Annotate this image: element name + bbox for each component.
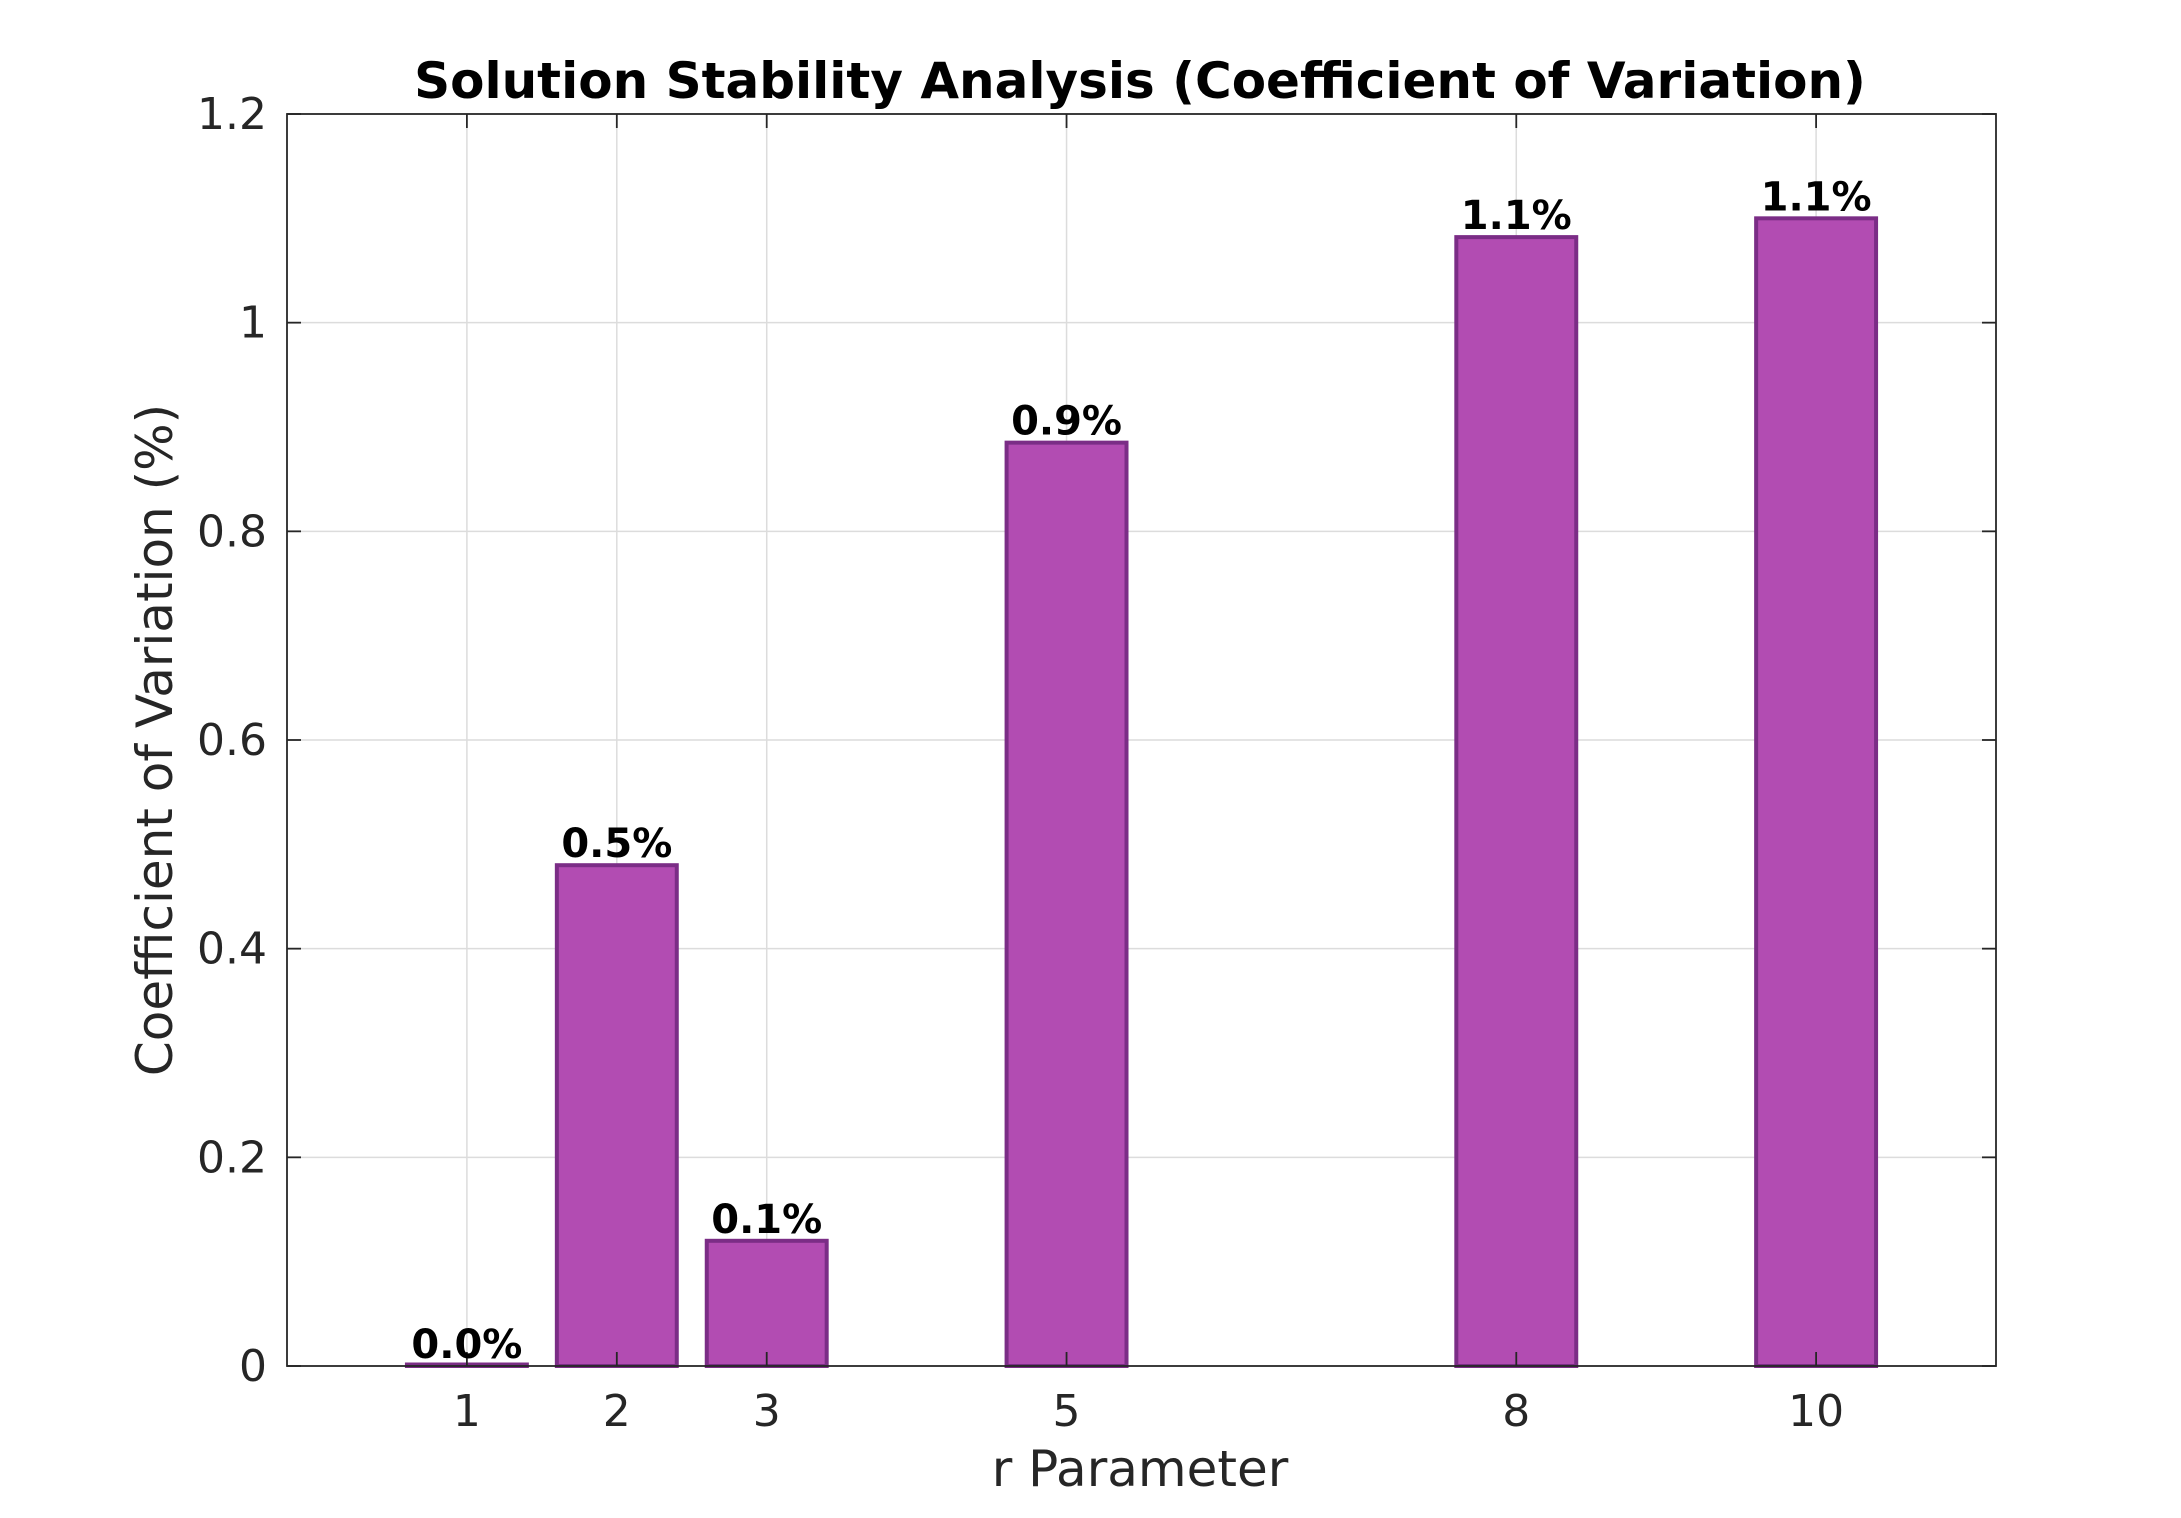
bars bbox=[404, 216, 1879, 1369]
y-tick-label: 1.2 bbox=[197, 89, 267, 140]
y-tick-label: 1 bbox=[239, 298, 267, 349]
x-tick-label: 5 bbox=[1053, 1386, 1081, 1437]
y-tick-label: 0.8 bbox=[197, 506, 267, 557]
x-tick-label: 3 bbox=[753, 1386, 781, 1437]
bar-data-label: 0.9% bbox=[1011, 399, 1122, 445]
y-tick-label: 0.2 bbox=[197, 1132, 267, 1183]
x-tick-label: 8 bbox=[1502, 1386, 1530, 1437]
x-axis-label: r Parameter bbox=[992, 1440, 1289, 1498]
x-tick-labels: 1 2 3 5 8 10 bbox=[453, 1386, 1844, 1437]
x-tick-label: 10 bbox=[1788, 1386, 1844, 1437]
y-tick-label: 0.4 bbox=[197, 924, 267, 975]
data-labels: 0.0% 0.5% 0.1% 0.9% 1.1% 1.1% bbox=[411, 174, 1871, 1368]
y-axis-label: Coefficient of Variation (%) bbox=[126, 404, 184, 1076]
bar bbox=[704, 1238, 829, 1369]
bar-data-label: 0.5% bbox=[561, 821, 672, 867]
bar-data-label: 0.0% bbox=[411, 1322, 522, 1368]
x-tick-label: 2 bbox=[603, 1386, 631, 1437]
bar bbox=[1454, 235, 1579, 1369]
bar-data-label: 1.1% bbox=[1761, 174, 1872, 220]
ticks bbox=[287, 113, 1996, 1367]
bar bbox=[1004, 440, 1129, 1368]
x-tick-label: 1 bbox=[453, 1386, 481, 1437]
bar bbox=[554, 863, 679, 1368]
y-tick-label: 0 bbox=[239, 1341, 267, 1392]
y-tick-label: 0.6 bbox=[197, 715, 267, 766]
chart-title: Solution Stability Analysis (Coefficient… bbox=[414, 52, 1866, 110]
bar-data-label: 0.1% bbox=[711, 1197, 822, 1243]
bar bbox=[1754, 216, 1879, 1368]
bar-data-label: 1.1% bbox=[1461, 193, 1572, 239]
y-tick-labels: 0 0.2 0.4 0.6 0.8 1 1.2 bbox=[197, 89, 267, 1392]
